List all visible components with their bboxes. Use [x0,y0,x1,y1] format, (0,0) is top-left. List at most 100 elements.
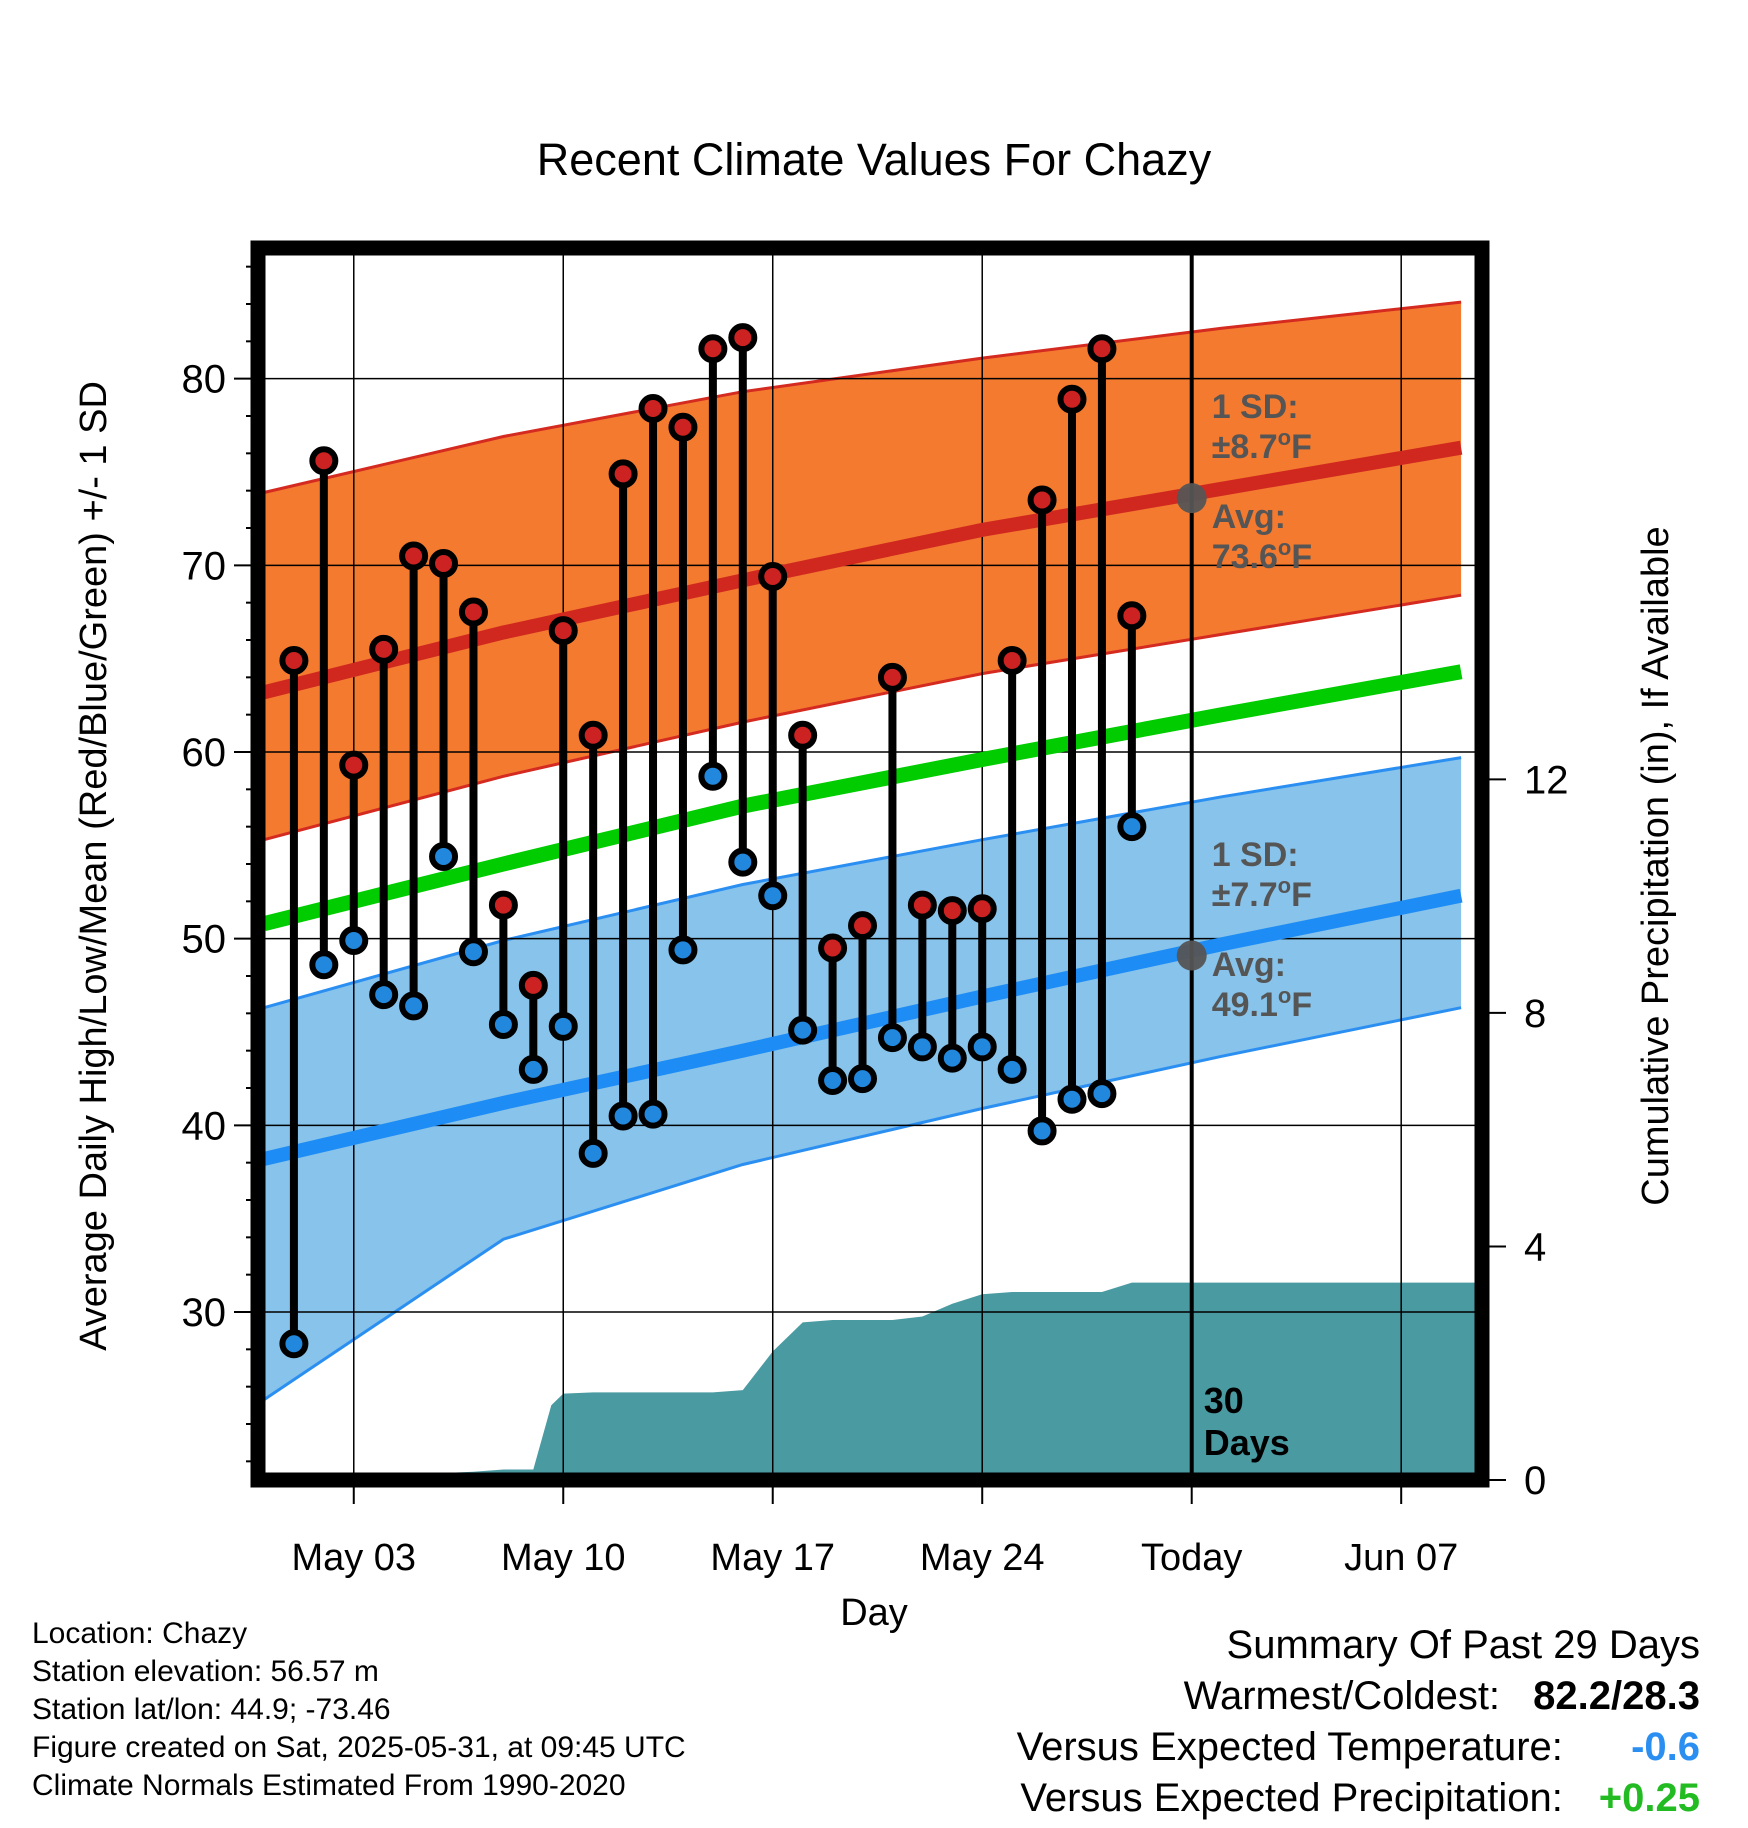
created-text: Figure created on Sat, 2025-05-31, at 09… [32,1731,686,1764]
high-temp-point [399,541,429,571]
warmest-row: Warmest/Coldest: 82.2/28.3 [1017,1671,1700,1722]
high-temp-point [877,662,907,692]
high-temp-point [728,323,758,353]
high-temp-point [429,548,459,578]
low-temp-point [608,1101,638,1131]
low-temp-point [638,1099,668,1129]
mean-average-line [262,664,1463,931]
low-temp-point [458,937,488,967]
high-temp-point [848,911,878,941]
low-temp-point [818,1066,848,1096]
high-sd-lower-line [263,593,1462,842]
today-days-label: 30 [1204,1380,1244,1421]
high-temp-point [638,394,668,424]
low-temp-point [758,881,788,911]
low-temp-point [578,1138,608,1168]
high-temp-point [937,896,967,926]
precip-value: +0.25 [1598,1776,1700,1820]
low-temp-point [429,842,459,872]
high-normal-avg-label: Avg: [1212,498,1286,536]
low-temp-point [339,926,369,956]
high-temp-point [369,634,399,664]
temp-row: Versus Expected Temperature: -0.6 [1017,1722,1700,1773]
high-temp-point [788,720,818,750]
low-temp-point [488,1010,518,1040]
y-tick-label: 40 [182,1104,227,1148]
high-temp-point [997,646,1027,676]
high-temp-point [309,446,339,476]
high-temp-point [668,412,698,442]
high-temp-point [578,720,608,750]
temp-value: -0.6 [1631,1725,1700,1769]
high-normal-avg-value: 73.6oF [1212,535,1312,576]
high-temp-point [518,970,548,1000]
low-sd-lower-line [263,1006,1462,1401]
y-tick-label: 60 [182,731,227,775]
low-temp-point [399,991,429,1021]
high-sd-upper-line [263,300,1462,494]
low-temp-point [967,1032,997,1062]
low-temp-point [698,761,728,791]
low-normal-avg-value: 49.1oF [1212,983,1312,1024]
high-normal-sd-value: ±8.7oF [1212,425,1312,466]
high-temp-point [279,646,309,676]
precip-label: Versus Expected Precipitation: [1020,1776,1563,1820]
high-normal-sd-label: 1 SD: [1212,388,1299,426]
x-tick-label: May 17 [710,1537,835,1579]
low-temp-point [1027,1116,1057,1146]
low-temp-point [1117,812,1147,842]
precip-row: Versus Expected Precipitation: +0.25 [1017,1773,1700,1824]
y-tick-label: 80 [182,358,227,402]
low-temp-point [997,1054,1027,1084]
low-temp-point [668,935,698,965]
low-temp-point [788,1015,818,1045]
low-temp-point [877,1023,907,1053]
summary-title: Summary Of Past 29 Days [1226,1623,1700,1667]
low-temp-point [548,1011,578,1041]
high-temp-point [758,562,788,592]
low-normal-avg-label: Avg: [1212,946,1286,984]
high-temp-point [1087,334,1117,364]
elevation-text: Station elevation: 56.57 m [32,1655,379,1688]
station-info: Location: Chazy Station elevation: 56.57… [32,1615,686,1805]
high-temp-point [698,334,728,364]
warmest-value: 82.2/28.3 [1533,1674,1700,1718]
low-temp-point [907,1032,937,1062]
low-temp-point [937,1043,967,1073]
x-tick-label: May 24 [920,1537,1045,1579]
low-temp-point [728,847,758,877]
precipitation-area [264,1282,1482,1480]
y2-tick-label: 12 [1524,758,1569,802]
low-temp-point [1057,1084,1087,1114]
temp-label: Versus Expected Temperature: [1016,1725,1563,1769]
normals-text: Climate Normals Estimated From 1990-2020 [32,1769,626,1802]
low-temp-point [369,980,399,1010]
high-temp-point [818,933,848,963]
latlon-text: Station lat/lon: 44.9; -73.46 [32,1693,391,1726]
low-normal-sd-value: ±7.7oF [1212,873,1312,914]
x-tick-label: Today [1141,1537,1242,1579]
y-axis-label: Average Daily High/Low/Mean (Red/Blue/Gr… [73,381,115,1351]
low-normal-sd-label: 1 SD: [1212,836,1299,874]
warmest-label: Warmest/Coldest: [1183,1674,1501,1718]
high-temp-point [967,894,997,924]
high-temp-point [907,890,937,920]
chart-title: Recent Climate Values For Chazy [537,134,1212,185]
low-temp-point [518,1054,548,1084]
y2-tick-label: 4 [1524,1225,1546,1269]
y2-tick-label: 0 [1524,1459,1546,1503]
y2-tick-label: 8 [1524,992,1546,1036]
y-tick-label: 70 [182,544,227,588]
high-temp-point [339,750,369,780]
high-temp-point [608,459,638,489]
x-tick-label: May 10 [501,1537,626,1579]
high-temp-point [1027,485,1057,515]
y-tick-label: 30 [182,1291,227,1335]
x-tick-label: Jun 07 [1344,1537,1458,1579]
today-high-normal-marker [1176,483,1207,514]
low-temp-point [279,1329,309,1359]
high-average-line [262,440,1463,700]
